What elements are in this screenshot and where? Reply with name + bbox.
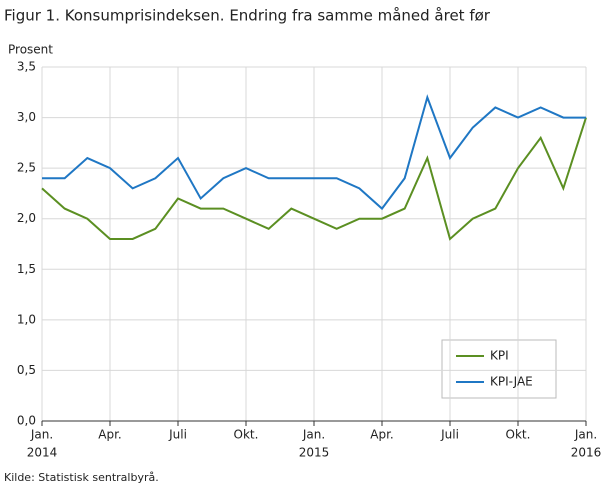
y-axis-label: Prosent: [8, 43, 53, 57]
line-series: [42, 94, 586, 211]
y-tick-label: 0,0: [17, 414, 36, 428]
line-series: [41, 117, 587, 241]
y-tick-label: 2,5: [17, 161, 36, 175]
y-tick-label: 1,0: [17, 312, 36, 326]
x-tick-label: Jan.: [302, 428, 325, 442]
x-tick-label: Okt.: [506, 428, 531, 442]
y-tick-label: 3,0: [17, 110, 36, 124]
y-tick-label: 3,5: [17, 60, 36, 74]
x-tick-label: Juli: [168, 428, 187, 442]
x-tick-label: Okt.: [234, 428, 259, 442]
x-tick-year: 2014: [27, 446, 58, 460]
legend-label: KPI: [490, 349, 509, 363]
chart-title: Figur 1. Konsumprisindeksen. Endring fra…: [4, 7, 491, 25]
x-tick-label: Juli: [440, 428, 459, 442]
source: Kilde: Statistisk sentralbyrå.: [4, 471, 159, 484]
x-tick-label: Apr.: [370, 428, 393, 442]
y-tick-label: 1,5: [17, 262, 36, 276]
x-tick-year: 2015: [299, 446, 330, 460]
y-tick-label: 0,5: [17, 363, 36, 377]
x-tick-label: Jan.: [574, 428, 597, 442]
legend-label: KPI-JAE: [490, 375, 533, 389]
legend-box: [441, 339, 557, 399]
x-tick-label: Jan.: [30, 428, 53, 442]
x-tick-year: 2016: [571, 446, 602, 460]
y-tick-label: 2,0: [17, 211, 36, 225]
x-tick-label: Apr.: [98, 428, 121, 442]
